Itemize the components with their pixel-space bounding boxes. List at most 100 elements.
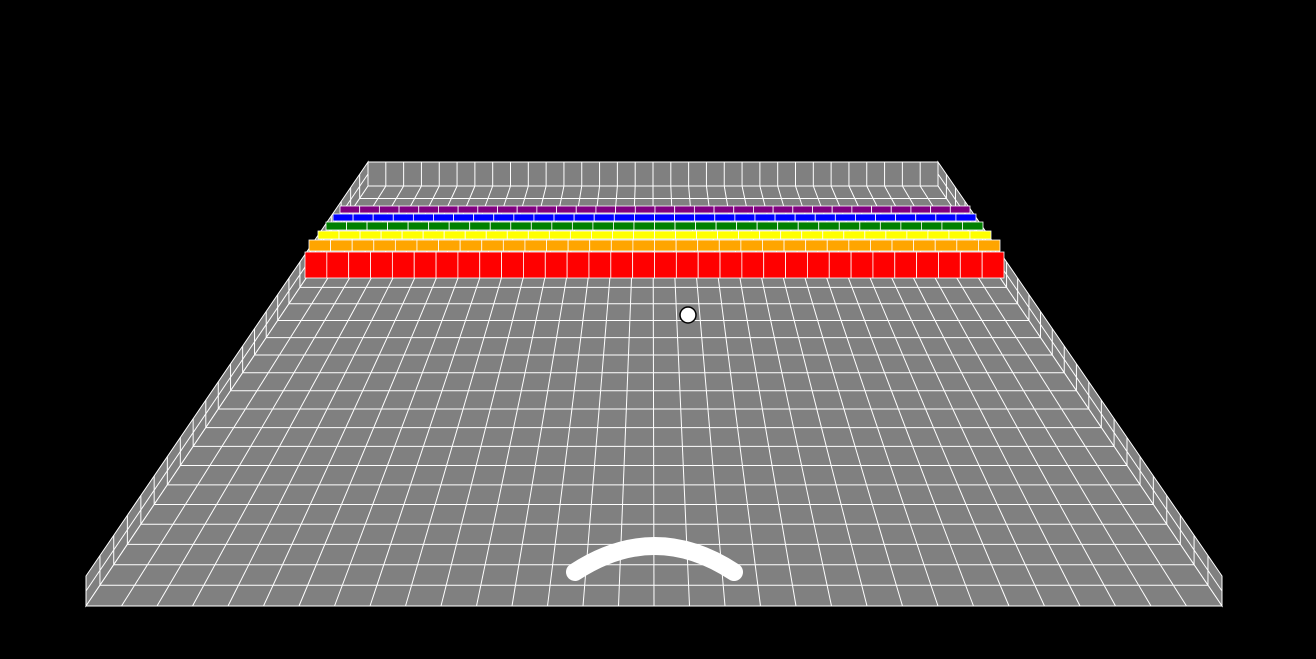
- brick-yellow: [380, 230, 403, 240]
- brick-red: [501, 251, 524, 279]
- paddle[interactable]: [566, 537, 743, 581]
- brick-purple: [418, 205, 439, 214]
- game-objects: [566, 306, 743, 581]
- brick-yellow: [738, 230, 761, 240]
- brick-red: [850, 251, 874, 279]
- brick-purple: [516, 205, 538, 214]
- brick-red: [479, 251, 502, 279]
- brick-wall: [304, 205, 1005, 279]
- brick-blue: [433, 213, 454, 222]
- brick-red: [785, 251, 808, 279]
- brick-yellow: [338, 230, 361, 240]
- brick-red: [348, 251, 371, 279]
- brick-purple: [812, 205, 833, 214]
- brick-yellow: [843, 230, 866, 240]
- brick-blue: [714, 213, 736, 222]
- brick-green: [879, 221, 902, 231]
- brick-red: [719, 251, 743, 279]
- brick-red: [304, 251, 328, 279]
- brick-purple: [556, 205, 577, 214]
- brick-blue: [533, 213, 555, 222]
- brick-orange: [718, 239, 742, 252]
- brick-red: [894, 251, 918, 279]
- brick-yellow: [801, 230, 824, 240]
- brick-green: [777, 221, 799, 231]
- brick-purple: [477, 205, 498, 214]
- brick-yellow: [359, 230, 382, 240]
- brick-blue: [734, 213, 756, 222]
- brick-yellow: [527, 230, 550, 240]
- brick-yellow: [464, 230, 487, 240]
- brick-red: [391, 251, 415, 279]
- brick-blue: [412, 213, 434, 222]
- brick-green: [818, 221, 840, 231]
- brick-yellow: [485, 230, 508, 240]
- brick-blue: [654, 213, 675, 222]
- brick-purple: [536, 205, 557, 214]
- brick-blue: [955, 213, 977, 222]
- brick-green: [921, 221, 943, 231]
- brick-purple: [871, 205, 892, 214]
- brick-purple: [634, 205, 656, 214]
- brick-red: [828, 251, 852, 279]
- brick-blue: [774, 213, 796, 222]
- brick-blue: [593, 213, 615, 222]
- brick-yellow: [569, 230, 592, 240]
- brick-red: [872, 251, 896, 279]
- brick-yellow: [443, 230, 466, 240]
- brick-yellow: [759, 230, 782, 240]
- brick-purple: [398, 205, 420, 214]
- brick-orange: [373, 239, 396, 252]
- brick-blue: [493, 213, 515, 222]
- brick-green: [900, 221, 922, 231]
- brick-red: [370, 251, 393, 279]
- brick-blue: [372, 213, 394, 222]
- brick-purple: [359, 205, 380, 214]
- brick-yellow: [717, 230, 740, 240]
- brick-green: [797, 221, 820, 231]
- brick-orange: [805, 239, 828, 252]
- brick-purple: [930, 205, 951, 214]
- brick-green: [674, 221, 696, 231]
- brick-orange: [740, 239, 763, 252]
- brick-green: [941, 221, 963, 231]
- brick-blue: [573, 213, 595, 222]
- brick-green: [962, 221, 984, 231]
- brick-orange: [762, 239, 785, 252]
- brick-purple: [949, 205, 971, 214]
- brick-green: [469, 221, 491, 231]
- brick-purple: [674, 205, 695, 214]
- brick-green: [571, 221, 594, 231]
- brick-red: [413, 251, 437, 279]
- brick-red: [938, 251, 961, 279]
- brick-yellow: [822, 230, 845, 240]
- brick-purple: [693, 205, 715, 214]
- brick-green: [736, 221, 758, 231]
- brick-purple: [772, 205, 794, 214]
- brick-yellow: [548, 230, 571, 240]
- brick-green: [695, 221, 717, 231]
- brick-orange: [675, 239, 699, 252]
- brick-purple: [733, 205, 754, 214]
- brick-blue: [915, 213, 937, 222]
- brick-blue: [392, 213, 414, 222]
- brick-orange: [826, 239, 850, 252]
- brick-red: [763, 251, 786, 279]
- brick-yellow: [885, 230, 908, 240]
- brick-purple: [792, 205, 813, 214]
- brick-green: [859, 221, 881, 231]
- brick-blue: [794, 213, 816, 222]
- brick-red: [654, 251, 677, 279]
- brick-orange: [524, 239, 547, 252]
- brick-blue: [694, 213, 716, 222]
- brick-blue: [352, 213, 374, 222]
- brick-orange: [654, 239, 677, 252]
- brick-blue: [332, 213, 354, 222]
- brick-orange: [546, 239, 569, 252]
- brick-blue: [674, 213, 696, 222]
- brick-red: [697, 251, 721, 279]
- brick-orange: [697, 239, 720, 252]
- brick-red: [807, 251, 830, 279]
- brick-red: [741, 251, 765, 279]
